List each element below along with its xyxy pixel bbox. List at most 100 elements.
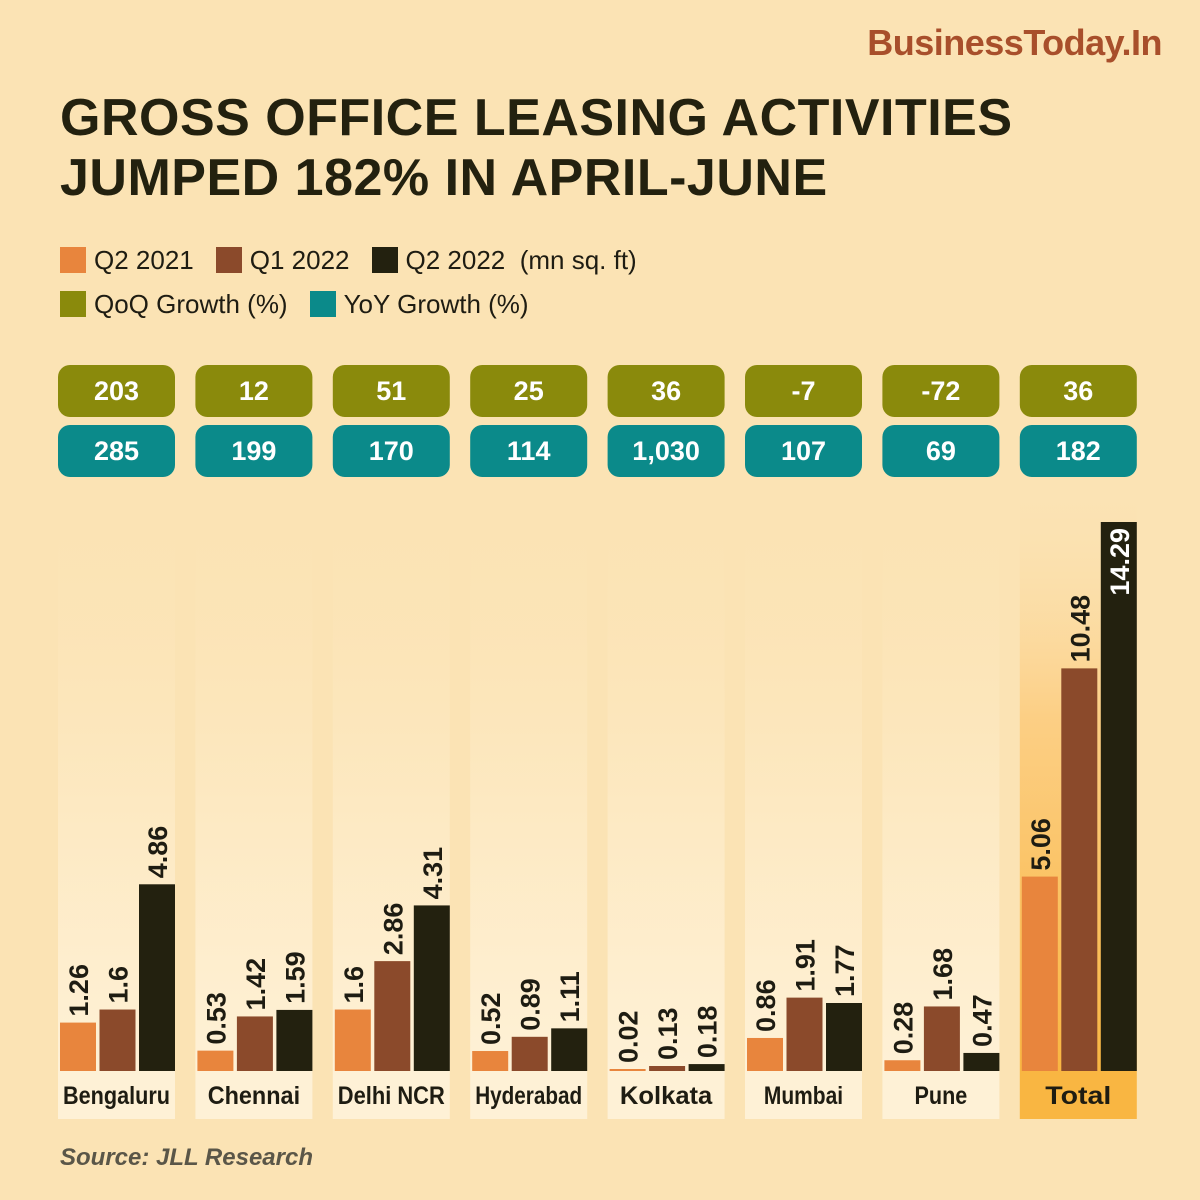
bar — [747, 1037, 783, 1071]
category-label: Pune — [915, 1082, 968, 1110]
yoy-pill — [882, 425, 1000, 477]
legend-swatch — [371, 247, 398, 273]
qoq-value: -72 — [921, 376, 960, 406]
bar-value-label: 1.68 — [928, 948, 958, 1001]
bar — [923, 1006, 960, 1071]
qoq-value: 36 — [1063, 376, 1093, 406]
bar — [334, 1009, 371, 1071]
source-note: Source: JLL Research — [60, 1144, 313, 1171]
qoq-pill — [1019, 365, 1137, 417]
legend-swatch — [60, 247, 86, 273]
bar-value-label: 0.53 — [201, 992, 231, 1045]
category-band — [470, 1071, 588, 1119]
yoy-value: 69 — [926, 436, 956, 466]
bar — [472, 1051, 509, 1071]
yoy-pill — [470, 425, 588, 477]
bar-value-label: 0.28 — [888, 1002, 918, 1055]
category-label: Bengaluru — [63, 1082, 170, 1110]
qoq-pill — [195, 365, 313, 417]
legend-label: Q2 2022 (mn sq. ft) — [405, 244, 637, 275]
bar-value-label: 0.13 — [653, 1007, 683, 1060]
bar — [139, 884, 175, 1071]
qoq-value: 203 — [94, 376, 139, 406]
bar — [963, 1052, 1000, 1071]
legend-swatch — [309, 291, 336, 317]
legend-item-qoq: QoQ Growth (%) — [60, 289, 288, 320]
bar — [649, 1066, 686, 1071]
bar-value-label: 4.31 — [418, 847, 448, 900]
legend-row-1: Q2 2021 Q1 2022 Q2 2022 (mn sq. ft) — [60, 242, 659, 278]
bar-value-label: 10.48 — [1065, 595, 1095, 663]
bar-value-label: 1.26 — [64, 964, 94, 1017]
column-bg — [745, 478, 862, 1071]
category-band — [745, 1071, 862, 1119]
bar — [236, 1016, 273, 1071]
yoy-value: 182 — [1056, 436, 1101, 466]
category-band — [1019, 1071, 1137, 1119]
yoy-value: 107 — [781, 436, 826, 466]
category-label: Delhi NCR — [338, 1082, 445, 1110]
bar-value-label: 1.42 — [241, 958, 271, 1011]
bar — [786, 997, 823, 1071]
legend-swatch — [215, 247, 242, 273]
bar-value-label: 1.77 — [830, 944, 860, 997]
legend-item-yoy: YoY Growth (%) — [309, 288, 529, 320]
page-title: GROSS OFFICE LEASING ACTIVITIES JUMPED 1… — [60, 88, 1170, 208]
bar-value-label: 1.6 — [104, 966, 134, 1004]
qoq-pill — [745, 365, 862, 417]
bar — [1100, 522, 1137, 1071]
legend-item-q2-2021: Q2 2021 — [60, 245, 194, 276]
column-bg — [195, 478, 313, 1071]
bar — [609, 1069, 646, 1071]
legend-label: QoQ Growth (%) — [94, 288, 288, 319]
category-label: Chennai — [208, 1082, 300, 1110]
qoq-pill — [607, 365, 725, 417]
legend-item-q1-2022: Q1 2022 — [215, 245, 350, 276]
bar-value-label: 0.02 — [614, 1010, 644, 1063]
category-band — [882, 1071, 1000, 1119]
yoy-pill — [195, 425, 313, 477]
qoq-pill — [470, 365, 588, 417]
bar-value-label: 0.18 — [693, 1006, 723, 1059]
category-band — [332, 1071, 450, 1119]
category-band — [195, 1071, 313, 1119]
bar-value-label: 0.86 — [751, 979, 781, 1032]
category-band — [607, 1071, 725, 1119]
brand-logo: BusinessToday.In — [867, 22, 1162, 63]
category-label: Hyderabad — [475, 1082, 582, 1110]
legend-item-q2-2022: Q2 2022 (mn sq. ft) — [371, 244, 637, 276]
category-label: Mumbai — [764, 1082, 843, 1110]
bar-value-label: 14.29 — [1105, 528, 1135, 596]
yoy-pill — [58, 425, 175, 477]
qoq-pill — [882, 365, 1000, 417]
column-bg — [882, 478, 1000, 1071]
yoy-pill — [332, 425, 450, 477]
bar — [551, 1028, 588, 1071]
bar-value-label: 1.91 — [791, 939, 821, 992]
bar — [511, 1036, 548, 1071]
bar — [1021, 876, 1058, 1071]
bar-value-label: 1.11 — [555, 971, 585, 1022]
bar-value-label: 4.86 — [143, 826, 173, 879]
qoq-pill — [332, 365, 450, 417]
bar-value-label: 0.47 — [967, 994, 997, 1047]
bar — [413, 905, 450, 1071]
legend-row-2: QoQ Growth (%) YoY Growth (%) — [60, 286, 659, 322]
legend-label: YoY Growth (%) — [343, 288, 529, 319]
bar — [826, 1002, 862, 1071]
yoy-value: 285 — [94, 436, 139, 466]
bar — [1061, 668, 1098, 1071]
bar — [374, 961, 411, 1071]
category-label: Total — [1045, 1082, 1111, 1110]
bar-value-label: 0.89 — [516, 978, 546, 1031]
yoy-value: 170 — [369, 436, 414, 466]
yoy-pill — [607, 425, 725, 477]
category-label: Kolkata — [620, 1082, 714, 1110]
bar-value-label: 0.52 — [476, 992, 506, 1045]
qoq-value: 25 — [514, 376, 544, 406]
yoy-value: 199 — [231, 436, 276, 466]
legend-label: Q2 2021 — [94, 244, 194, 275]
bar-value-label: 1.6 — [339, 966, 369, 1004]
qoq-value: -7 — [791, 376, 815, 406]
